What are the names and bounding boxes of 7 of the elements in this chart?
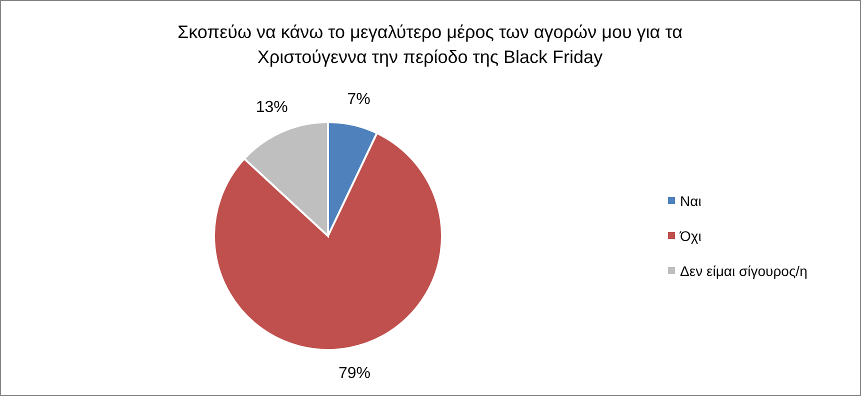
legend-label: Δεν είμαι σίγουρος/η: [680, 263, 808, 279]
legend-label: Όχι: [679, 228, 702, 244]
chart-title: Σκοπεύω να κάνω το μεγαλύτερο μέρος των αγορών μου για τα Χριστούγεννα την περίοδο της Black Friday: [178, 22, 682, 67]
data-label: 79%: [338, 364, 371, 382]
data-label: 7%: [347, 90, 370, 108]
legend-label: Ναι: [680, 193, 702, 209]
data-label: 13%: [256, 99, 288, 116]
